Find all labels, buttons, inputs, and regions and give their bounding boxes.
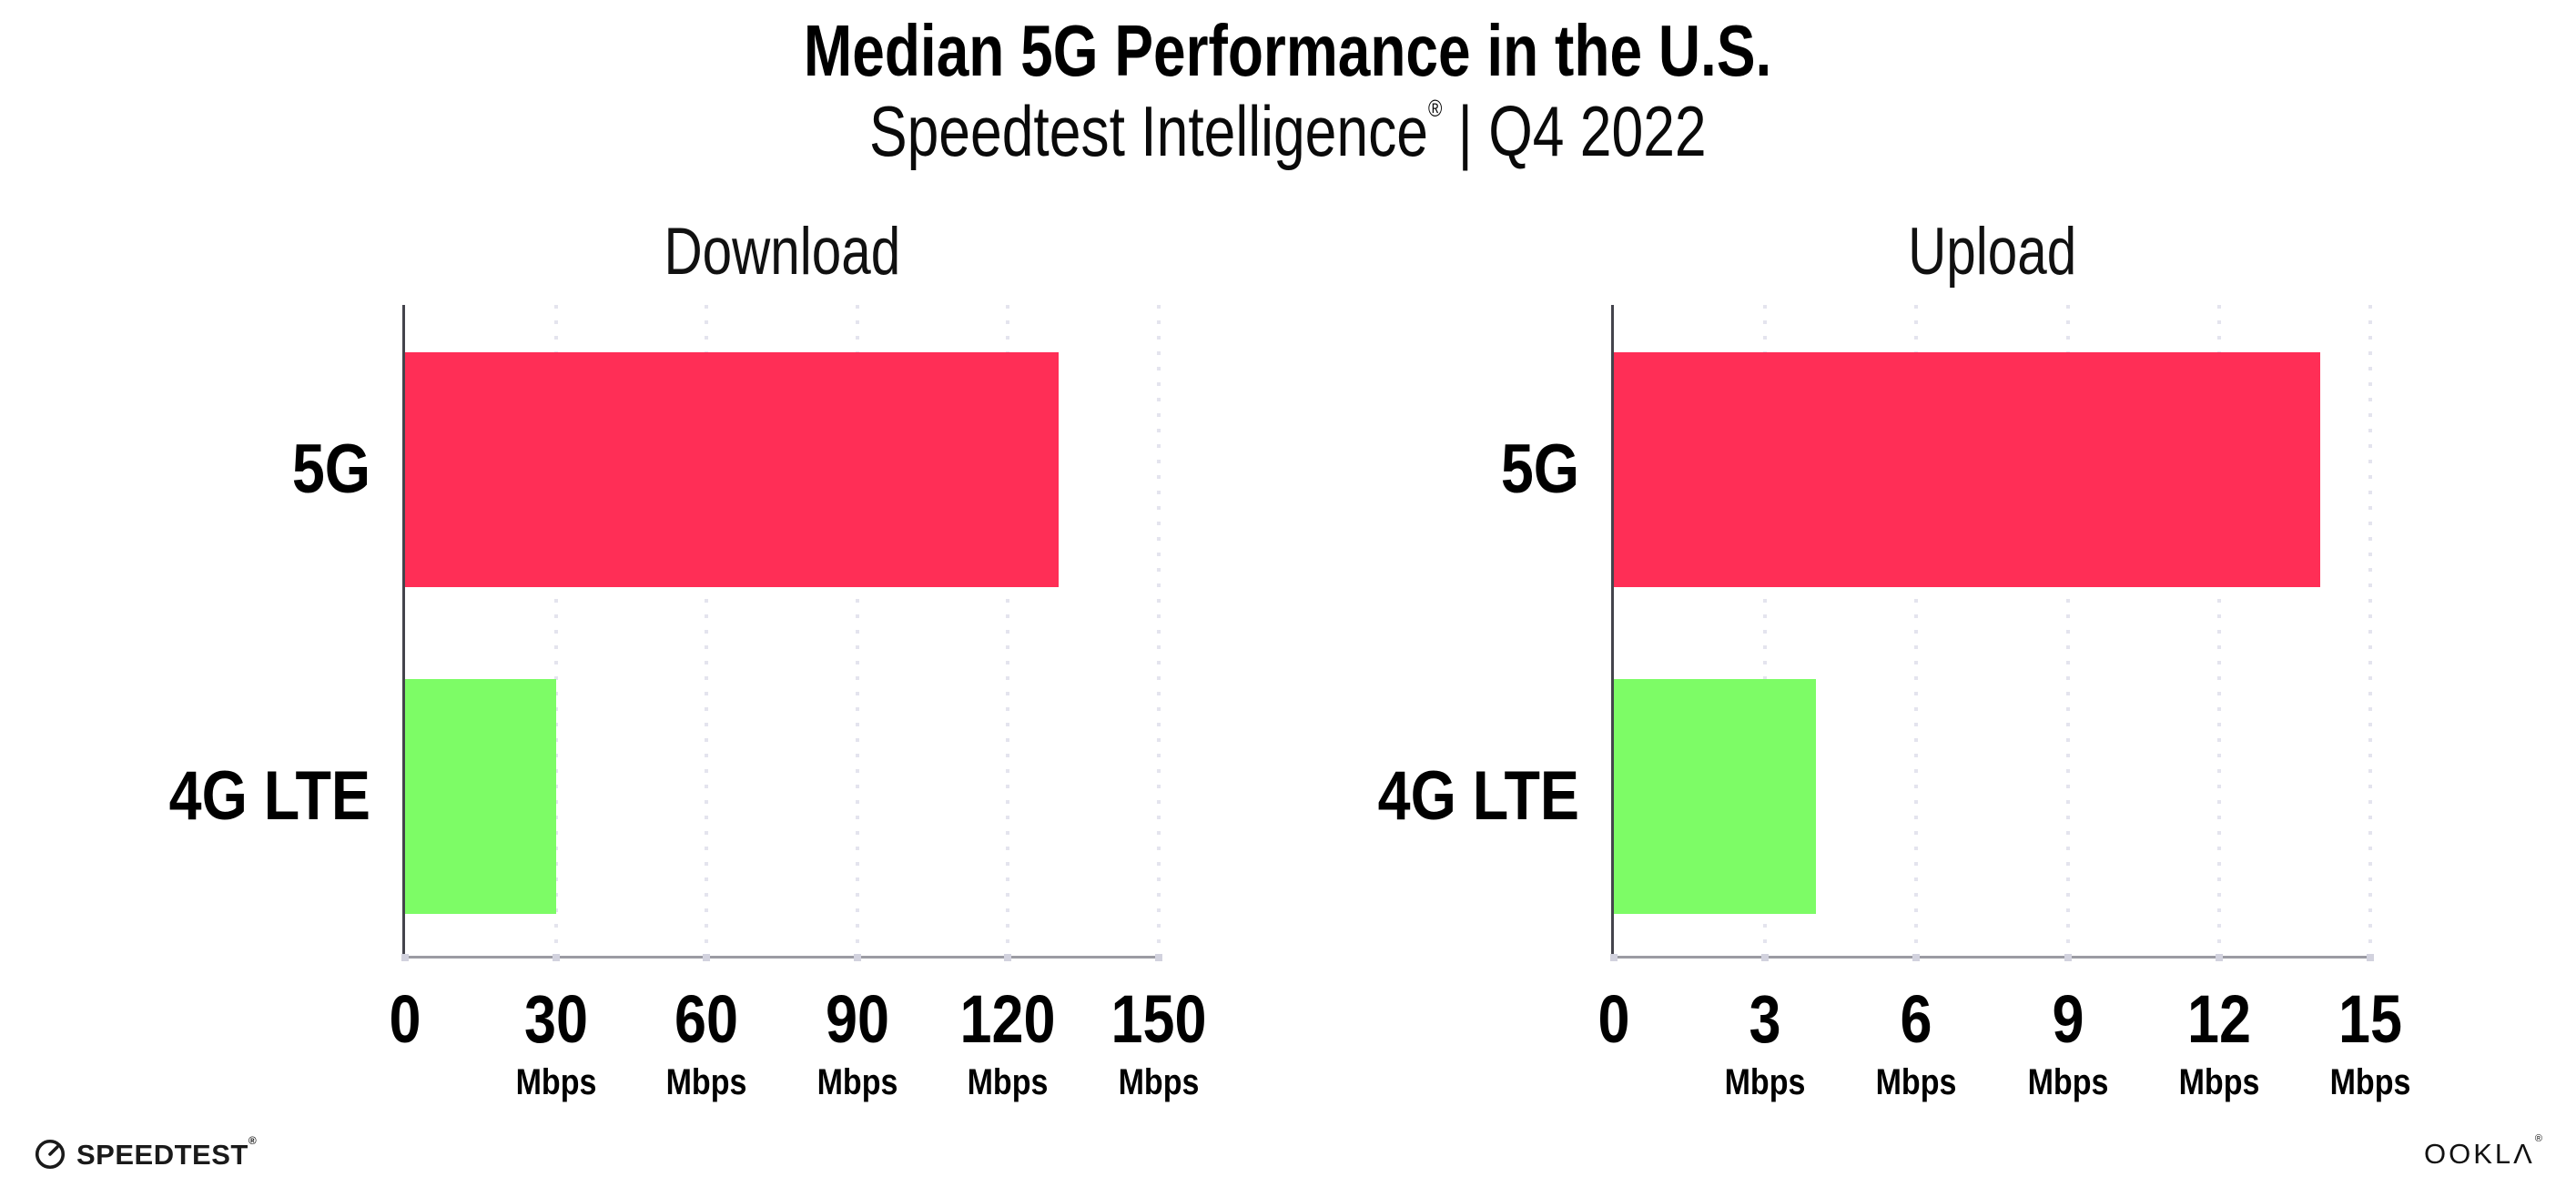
speedtest-logo: SPEEDTEST® bbox=[33, 1135, 257, 1172]
x-tick-unit: Mbps bbox=[816, 1062, 898, 1102]
x-tick-unit: Mbps bbox=[1118, 1062, 1200, 1102]
gridline bbox=[1006, 305, 1010, 959]
x-tick-value: 0 bbox=[389, 981, 421, 1057]
x-axis-line bbox=[1611, 956, 2370, 959]
x-tick-label: 15 Mbps bbox=[2323, 986, 2418, 1101]
axis-tick-dot bbox=[401, 954, 409, 961]
gridline bbox=[2368, 305, 2372, 959]
x-tick-value: 12 bbox=[2186, 981, 2251, 1057]
x-tick-value: 15 bbox=[2338, 981, 2402, 1057]
gridline bbox=[855, 305, 859, 959]
x-tick-unit: Mbps bbox=[665, 1062, 747, 1102]
axis-tick-dot bbox=[1912, 954, 1921, 961]
speedtest-wordmark-text: SPEEDTEST bbox=[76, 1138, 248, 1171]
x-tick-value: 6 bbox=[1900, 981, 1932, 1057]
subtitle-period: | Q4 2022 bbox=[1442, 91, 1707, 171]
x-tick-label: 90 Mbps bbox=[810, 986, 905, 1101]
upload-chart-title: Upload bbox=[1614, 218, 2370, 285]
page-subtitle-text: Speedtest Intelligence® | Q4 2022 bbox=[869, 94, 1707, 169]
gauge-icon bbox=[35, 1139, 66, 1170]
category-label: 4G LTE bbox=[168, 757, 370, 835]
gridline bbox=[1157, 305, 1161, 959]
subtitle-brand: Speedtest Intelligence bbox=[869, 91, 1429, 171]
x-tick-label: 30 Mbps bbox=[508, 986, 603, 1101]
axis-tick-dot bbox=[703, 954, 711, 961]
download-chart-plot: Download 0 30 Mbps 60 Mbps 90 Mbps 120 Mbps 150 Mb… bbox=[169, 218, 1207, 1101]
x-tick-value: 120 bbox=[959, 981, 1056, 1057]
category-label: 5G bbox=[1500, 431, 1579, 508]
axis-tick-dot bbox=[1610, 954, 1618, 961]
x-tick-label: 0 bbox=[386, 986, 423, 1053]
ookla-registered-mark: ® bbox=[2534, 1133, 2545, 1144]
x-tick-unit: Mbps bbox=[2178, 1062, 2260, 1102]
bar-4g-lte bbox=[1614, 679, 1816, 914]
page-subtitle: Speedtest Intelligence® | Q4 2022 bbox=[0, 94, 2576, 169]
axis-tick-dot bbox=[853, 954, 861, 961]
x-tick-value: 9 bbox=[2052, 981, 2084, 1057]
ookla-wordmark: OOKLΛ® bbox=[2424, 1134, 2545, 1170]
bar-5g bbox=[1614, 352, 2320, 587]
x-tick-value: 30 bbox=[523, 981, 588, 1057]
bar-5g bbox=[405, 352, 1059, 587]
axis-tick-dot bbox=[2367, 954, 2374, 961]
gridline bbox=[553, 305, 558, 959]
x-tick-label: 0 bbox=[1595, 986, 1632, 1053]
x-tick-unit: Mbps bbox=[1876, 1062, 1957, 1102]
axis-tick-dot bbox=[1004, 954, 1012, 961]
download-chart-title: Download bbox=[405, 218, 1159, 285]
x-tick-label: 6 Mbps bbox=[1869, 986, 1963, 1101]
upload-chart-plot: Upload 0 3 Mbps 6 Mbps 9 Mbps 12 Mbps 15 Mbps 5G 4G … bbox=[1378, 218, 2411, 1101]
gridline bbox=[2216, 305, 2221, 959]
x-tick-value: 0 bbox=[1597, 981, 1630, 1057]
category-label: 4G LTE bbox=[1377, 757, 1579, 835]
x-tick-label: 120 Mbps bbox=[952, 986, 1064, 1101]
axis-tick-dot bbox=[1155, 954, 1162, 961]
x-tick-value: 3 bbox=[1749, 981, 1781, 1057]
x-axis-line bbox=[402, 956, 1159, 959]
x-tick-unit: Mbps bbox=[1724, 1062, 1806, 1102]
x-tick-unit: Mbps bbox=[515, 1062, 596, 1102]
x-tick-value: 150 bbox=[1111, 981, 1207, 1057]
speedtest-registered-mark: ® bbox=[248, 1133, 258, 1147]
x-tick-label: 3 Mbps bbox=[1718, 986, 1812, 1101]
gridline bbox=[705, 305, 709, 959]
registered-mark: ® bbox=[1428, 95, 1443, 122]
bar-4g-lte bbox=[405, 679, 556, 914]
x-tick-label: 9 Mbps bbox=[2020, 986, 2115, 1101]
gridline bbox=[1763, 305, 1768, 959]
upload-chart-title-text: Upload bbox=[1907, 215, 2077, 289]
download-chart-title-text: Download bbox=[664, 215, 900, 289]
x-tick-unit: Mbps bbox=[2027, 1062, 2108, 1102]
ookla-wordmark-text: OOKLΛ bbox=[2424, 1138, 2535, 1170]
speedtest-wordmark: SPEEDTEST® bbox=[76, 1135, 257, 1171]
x-tick-unit: Mbps bbox=[968, 1062, 1049, 1102]
x-tick-label: 12 Mbps bbox=[2172, 986, 2267, 1101]
x-tick-value: 90 bbox=[825, 981, 889, 1057]
page-title: Median 5G Performance in the U.S. bbox=[0, 13, 2576, 89]
gridline bbox=[2065, 305, 2070, 959]
axis-tick-dot bbox=[2215, 954, 2223, 961]
x-tick-unit: Mbps bbox=[2329, 1062, 2411, 1102]
gridline bbox=[1914, 305, 1919, 959]
page-title-text: Median 5G Performance in the U.S. bbox=[804, 10, 1772, 91]
x-tick-label: 60 Mbps bbox=[659, 986, 754, 1101]
axis-tick-dot bbox=[1761, 954, 1770, 961]
axis-tick-dot bbox=[552, 954, 560, 961]
ookla-logo: OOKLΛ® bbox=[2424, 1134, 2545, 1170]
x-tick-value: 60 bbox=[674, 981, 739, 1057]
category-label: 5G bbox=[291, 431, 370, 508]
axis-tick-dot bbox=[2064, 954, 2072, 961]
x-tick-label: 150 Mbps bbox=[1102, 986, 1214, 1101]
